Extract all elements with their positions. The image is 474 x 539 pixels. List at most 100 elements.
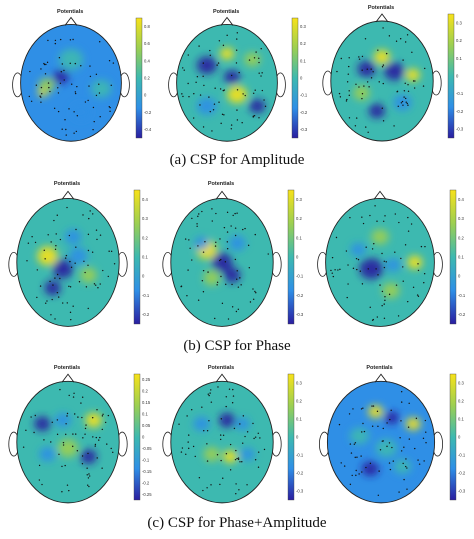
colorbar-tick-label: 0.2 <box>142 389 148 394</box>
colorbar-tick-label: -0.1 <box>296 274 304 279</box>
topomap-panel: Potentials 0.4 0.3 0.2 0.1 0 -0.1 -0.2 <box>8 181 150 327</box>
colorbar-tick-label: 0.3 <box>456 20 462 25</box>
scalp-potential-map <box>20 24 122 142</box>
colorbar <box>447 13 455 139</box>
colorbar-tick-label: -0.1 <box>142 293 150 298</box>
scalp-potential-map <box>16 381 120 503</box>
electrode-grid <box>180 208 269 320</box>
nose-outline <box>220 16 234 26</box>
colorbar-tick-label: 0.4 <box>144 58 150 63</box>
colorbar <box>449 373 457 501</box>
colorbar-tick-label: 0.8 <box>144 24 150 29</box>
map-title: Potentials <box>208 365 234 371</box>
colorbar-tick-label: 0.6 <box>144 41 150 46</box>
caption-phase-amplitude: (c) CSP for Phase+Amplitude <box>147 515 327 531</box>
colorbar-tick-label: -0.05 <box>142 446 152 451</box>
colorbar-tick-label: -0.2 <box>144 110 152 115</box>
colorbar-tick-label: 0.1 <box>296 417 302 422</box>
head-outline <box>16 197 120 327</box>
colorbar-tick-label: 0.2 <box>144 76 150 81</box>
scalp-potential-map <box>16 198 120 327</box>
nose-outline <box>61 190 75 200</box>
colorbar-tick-label: 0 <box>296 435 299 440</box>
electrode-grid <box>181 32 267 132</box>
colorbar-tick-label: 0.3 <box>142 216 148 221</box>
colorbar-tick-label: 0 <box>296 255 299 260</box>
colorbar-tick-label: 0.2 <box>458 399 464 404</box>
nose-outline <box>215 373 229 383</box>
map-title: Potentials <box>368 5 394 11</box>
head-outline <box>176 23 278 142</box>
electrode-grid <box>178 386 266 495</box>
colorbar-tick-label: 0.3 <box>296 197 302 202</box>
colorbar-tick-label: -0.1 <box>458 453 466 458</box>
caption-phase: (b) CSP for Phase <box>183 338 291 354</box>
scalp-potential-map <box>170 198 274 327</box>
colorbar-tick-label: 0.05 <box>142 423 151 428</box>
electrode-grid <box>22 388 114 493</box>
head-outline <box>16 380 120 504</box>
colorbar-tick-label: 0 <box>456 74 459 79</box>
colorbar-tick-label: 0 <box>144 93 147 98</box>
colorbar-tick-label: 0.1 <box>300 58 306 63</box>
colorbar-tick-label: 0.1 <box>456 56 462 61</box>
head-outline <box>326 380 436 504</box>
scalp-potential-map <box>330 21 434 141</box>
electrode-grid <box>330 205 426 321</box>
electrode-grid <box>28 38 115 136</box>
colorbar-tick-label: -0.1 <box>300 93 308 98</box>
colorbar <box>287 373 295 501</box>
colorbar-tick-label: -0.2 <box>456 109 464 114</box>
topomap-panel: Potentials 0.3 0.2 0.1 0 -0.1 -0.2 -0.3 <box>162 365 304 504</box>
colorbar <box>291 17 299 139</box>
electrode-grid <box>338 391 427 496</box>
colorbar-tick-label: -0.2 <box>296 293 304 298</box>
topomap-panel: Potentials 0.25 0.2 0.15 0.1 0.05 0 -0.05 -0.1 -0… <box>8 365 152 504</box>
colorbar-tick-label: -0.2 <box>458 471 466 476</box>
nose-outline <box>64 16 78 26</box>
colorbar-tick-label: 0.3 <box>296 381 302 386</box>
colorbar-tick-label: -0.2 <box>458 312 466 317</box>
colorbar-tick-label: 0.25 <box>142 377 151 382</box>
colorbar-tick-label: 0.2 <box>296 399 302 404</box>
colorbar-tick-label: -0.3 <box>296 489 304 494</box>
colorbar-tick-label: 0 <box>142 274 145 279</box>
scalp-potential-map <box>325 198 435 327</box>
colorbar-tick-label: -0.3 <box>458 489 466 494</box>
topomap-panel: Potentials 0.3 0.2 0.1 0 -0.1 -0.2 -0.3 <box>162 181 304 327</box>
colorbar-tick-label: -0.25 <box>142 492 152 497</box>
colorbar-tick-label: -0.15 <box>142 469 152 474</box>
colorbar-tick-label: 0.1 <box>458 417 464 422</box>
map-title: Potentials <box>208 181 234 187</box>
map-title: Potentials <box>366 365 392 371</box>
head-outline <box>330 20 434 142</box>
colorbar <box>287 189 295 325</box>
colorbar-tick-label: -0.2 <box>300 110 308 115</box>
map-title: Potentials <box>54 365 80 371</box>
colorbar-tick-label: -0.2 <box>142 312 150 317</box>
colorbar-tick-label: 0 <box>458 274 461 279</box>
scalp-potential-map <box>170 381 274 503</box>
nose-outline <box>215 190 229 200</box>
colorbar-tick-label: -0.2 <box>142 480 150 485</box>
topomap-panel: Potentials 0.8 0.6 0.4 0.2 0 -0.2 -0.4 <box>12 9 152 142</box>
colorbar-tick-label: 0.3 <box>458 216 464 221</box>
colorbar-tick-label: 0 <box>300 76 303 81</box>
topomap-panel: Potentials 0.3 0.2 0.1 0 -0.1 -0.2 -0.3 <box>318 365 466 504</box>
electrode-grid <box>336 27 426 133</box>
colorbar-tick-label: -0.4 <box>144 127 152 132</box>
colorbar-tick-label: 0.3 <box>458 381 464 386</box>
colorbar-tick-label: 0.2 <box>296 216 302 221</box>
colorbar-tick-label: -0.2 <box>296 471 304 476</box>
colorbar-tick-label: 0.15 <box>142 400 151 405</box>
topomap-panel: Potentials 0.3 0.2 0.1 0 -0.1 -0.2 -0.3 <box>168 9 308 142</box>
colorbar <box>133 189 141 325</box>
colorbar-tick-label: 0.1 <box>142 255 148 260</box>
colorbar-tick-label: 0.1 <box>296 235 302 240</box>
colorbar-tick-label: 0 <box>458 435 461 440</box>
nose-outline <box>374 373 388 383</box>
colorbar <box>133 373 141 501</box>
colorbar-tick-label: 0.4 <box>142 197 148 202</box>
scalp-potential-map <box>327 381 435 503</box>
